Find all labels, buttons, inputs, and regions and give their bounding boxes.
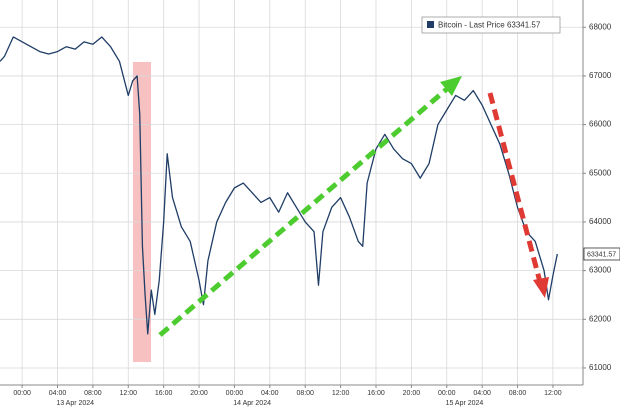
x-tick-label: 12:00 <box>544 390 562 397</box>
x-tick-label: 20:00 <box>190 390 208 397</box>
x-tick-label: 04:00 <box>473 390 491 397</box>
x-tick-label: 12:00 <box>120 390 138 397</box>
y-tick-label: 61000 <box>589 363 612 372</box>
x-tick-label: 04:00 <box>49 390 67 397</box>
x-tick-label: 12:00 <box>332 390 350 397</box>
x-tick-label: 00:00 <box>226 390 244 397</box>
legend: Bitcoin - Last Price 63341.57 <box>421 16 561 34</box>
legend-text: Bitcoin - Last Price 63341.57 <box>438 21 541 30</box>
y-tick-label: 67000 <box>589 71 612 80</box>
y-tick-label: 65000 <box>589 168 612 177</box>
legend-box <box>421 16 561 34</box>
x-tick-label: 08:00 <box>296 390 314 397</box>
grid <box>0 0 583 385</box>
legend-swatch <box>427 21 434 28</box>
x-tick-label: 16:00 <box>155 390 173 397</box>
last-price-label: 63341.57 <box>587 251 616 258</box>
date-label: 13 Apr 2024 <box>56 400 94 407</box>
plot <box>0 36 558 335</box>
x-tick-label: 04:00 <box>261 390 279 397</box>
red-arrow <box>487 92 543 283</box>
y-tick-label: 63000 <box>589 266 612 275</box>
x-tick-label: 20:00 <box>403 390 421 397</box>
y-tick-label: 68000 <box>589 22 612 31</box>
green-arrow-head <box>440 76 462 96</box>
x-tick-label: 16:00 <box>367 390 385 397</box>
green-arrow <box>158 86 450 337</box>
red-arrow-head <box>533 277 549 298</box>
legend-label: Bitcoin - Last Price <box>438 21 505 30</box>
date-label: 15 Apr 2024 <box>446 400 484 407</box>
y-tick-label: 62000 <box>589 314 612 323</box>
x-tick-label: 00:00 <box>13 390 31 397</box>
x-tick-label: 08:00 <box>509 390 527 397</box>
trend-arrows <box>158 76 549 337</box>
last-price-tag <box>583 247 620 261</box>
x-tick-label: 08:00 <box>84 390 102 397</box>
price-line <box>0 36 558 335</box>
legend-value: 63341.57 <box>507 21 541 30</box>
date-label: 14 Apr 2024 <box>233 400 271 407</box>
x-tick-label: 00:00 <box>438 390 456 397</box>
y-tick-label: 66000 <box>589 120 612 129</box>
y-tick-label: 64000 <box>589 217 612 226</box>
